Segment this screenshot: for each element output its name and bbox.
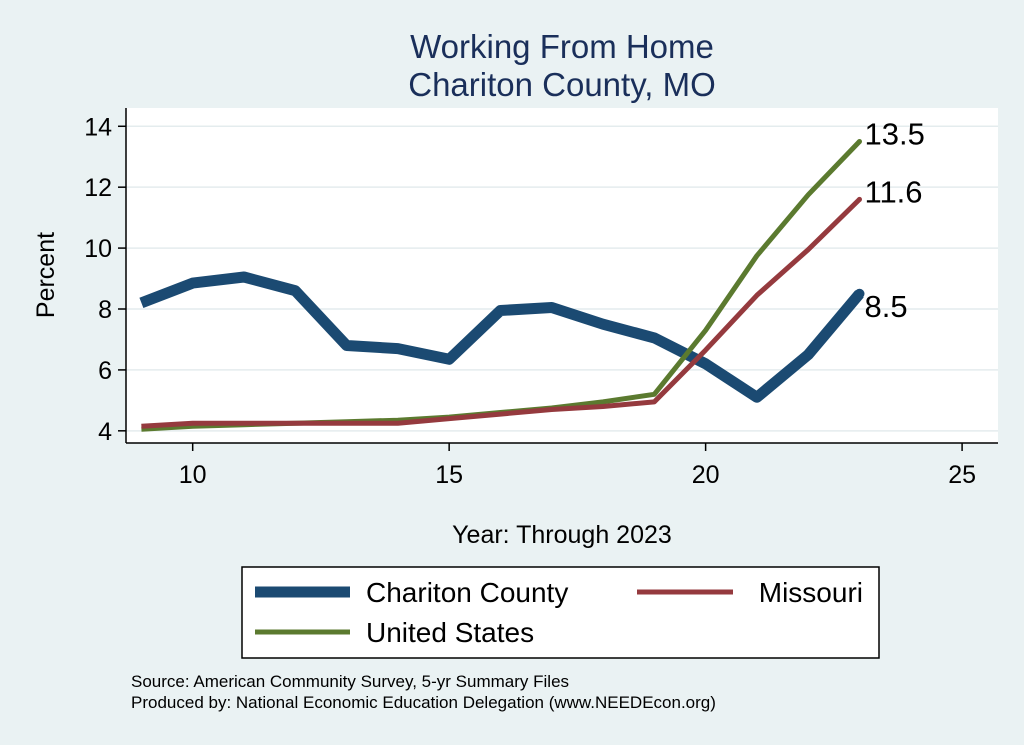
plot-area bbox=[126, 108, 998, 443]
series-end-label: 13.5 bbox=[865, 117, 925, 152]
y-tick-label: 12 bbox=[84, 174, 112, 202]
series-end-label: 11.6 bbox=[865, 174, 923, 209]
legend-label-1: Missouri bbox=[759, 577, 863, 608]
y-tick-label: 6 bbox=[98, 357, 112, 385]
series-end-label: 8.5 bbox=[865, 289, 908, 324]
x-tick-label: 20 bbox=[692, 461, 720, 489]
series-end-point bbox=[857, 196, 863, 202]
series-line-1 bbox=[141, 197, 862, 429]
source-note: Source: American Community Survey, 5-yr … bbox=[131, 672, 570, 691]
x-tick-label: 15 bbox=[435, 461, 463, 489]
y-tick-label: 4 bbox=[98, 418, 112, 446]
legend-box bbox=[241, 566, 880, 659]
produced-by-note: Produced by: National Economic Education… bbox=[131, 693, 716, 712]
legend: Chariton County Missouri United States bbox=[255, 577, 863, 648]
series-end-point bbox=[854, 288, 865, 299]
x-axis-title: Year: Through 2023 bbox=[452, 521, 672, 549]
y-tick-label: 14 bbox=[84, 113, 112, 141]
legend-label-2: United States bbox=[366, 617, 534, 648]
data-series bbox=[139, 139, 864, 432]
y-tick-label: 10 bbox=[84, 235, 112, 263]
axes: 4 6 8 10 12 14 10 15 20 25 bbox=[84, 108, 998, 489]
legend-label-0: Chariton County bbox=[366, 577, 568, 608]
x-tick-label: 25 bbox=[948, 461, 976, 489]
series-end-point bbox=[857, 139, 863, 144]
y-tick-label: 8 bbox=[98, 296, 112, 324]
end-value-labels: 8.5 11.6 13.5 bbox=[854, 117, 925, 324]
y-axis-title: Percent bbox=[32, 232, 60, 318]
chart-title-line-1: Working From Home bbox=[410, 28, 714, 65]
x-tick-label: 10 bbox=[179, 461, 207, 489]
chart-title-line-2: Chariton County, MO bbox=[408, 66, 716, 103]
series-line-0 bbox=[139, 271, 864, 403]
